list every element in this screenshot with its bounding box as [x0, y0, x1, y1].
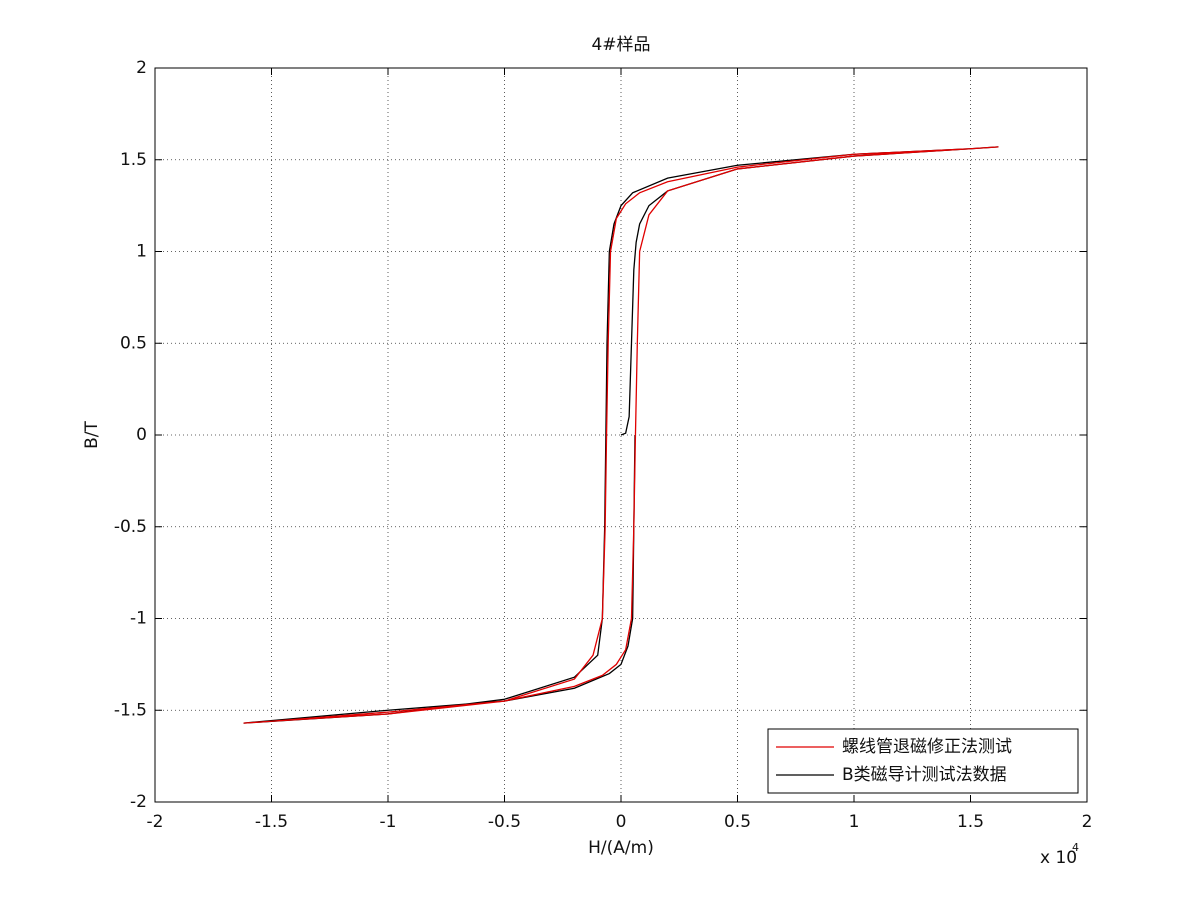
x-axis-label: H/(A/m): [588, 838, 654, 858]
x-tick-label: 1: [849, 812, 860, 832]
y-axis-label: B/T: [82, 421, 102, 449]
chart-title: 4#样品: [591, 35, 650, 55]
y-tick-label: 2: [136, 58, 147, 78]
x-tick-label: 1.5: [957, 812, 984, 832]
x-scale-exponent: 4: [1072, 841, 1079, 854]
legend-label: B类磁导计测试法数据: [842, 765, 1007, 785]
x-tick-label: 0.5: [724, 812, 751, 832]
x-tick-label: -1: [380, 812, 397, 832]
y-tick-label: 0: [136, 425, 147, 445]
y-tick-label: -1.5: [114, 700, 147, 720]
y-tick-label: -0.5: [114, 517, 147, 537]
y-tick-label: 1: [136, 242, 147, 262]
legend-label: 螺线管退磁修正法测试: [842, 737, 1012, 757]
x-tick-label: 0: [616, 812, 627, 832]
y-tick-label: -1: [130, 609, 147, 629]
x-tick-label: 2: [1082, 812, 1093, 832]
x-tick-label: -1.5: [255, 812, 288, 832]
legend-box: [767, 728, 1079, 794]
x-tick-label: -2: [147, 812, 164, 832]
y-tick-label: 0.5: [120, 333, 147, 353]
plot-frame: [154, 67, 1088, 803]
x-tick-label: -0.5: [488, 812, 521, 832]
x-scale-label: x 10: [1040, 848, 1077, 868]
y-tick-label: 1.5: [120, 150, 147, 170]
series-line: [243, 146, 999, 724]
y-tick-label: -2: [130, 792, 147, 812]
series-line: [243, 146, 999, 724]
